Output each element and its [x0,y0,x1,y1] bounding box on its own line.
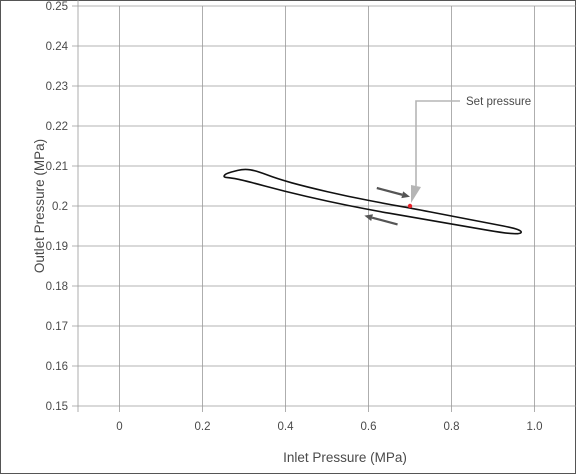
y-tick-label: 0.18 [46,281,68,293]
x-tick-label: 1.0 [527,421,543,433]
x-tick-label: 0.2 [195,421,211,433]
y-tick-label: 0.2 [52,201,68,213]
y-tick-label: 0.25 [46,1,68,13]
y-tick-label: 0.19 [46,241,68,253]
direction-arrow [376,186,410,199]
grid-lines [72,0,576,412]
y-tick-label: 0.22 [46,121,68,133]
y-axis-label: Outlet Pressure (MPa) [32,139,47,273]
x-tick-label: 0.4 [278,421,295,433]
tick-labels: 0.15 0.16 0.17 0.18 0.19 0.2 0.21 0.22 0.23 0.24 0… [46,1,543,433]
x-tick-label: 0 [116,421,122,433]
set-pressure-label: Set pressure [466,96,531,108]
annotation-layer: Set pressure [407,96,531,209]
plot-area [223,168,522,235]
annotation-leader [411,100,460,203]
direction-arrow [364,214,398,226]
y-tick-label: 0.21 [46,161,68,173]
set-pressure-point [407,203,413,209]
y-tick-label: 0.16 [46,361,68,373]
hysteresis-curve [223,168,522,235]
x-tick-label: 0.8 [444,421,460,433]
y-tick-label: 0.15 [46,401,68,413]
y-tick-label: 0.17 [46,321,68,333]
y-tick-label: 0.24 [46,41,69,53]
y-tick-label: 0.23 [46,81,68,93]
x-axis-label: Inlet Pressure (MPa) [283,450,407,465]
x-tick-label: 0.6 [361,421,377,433]
